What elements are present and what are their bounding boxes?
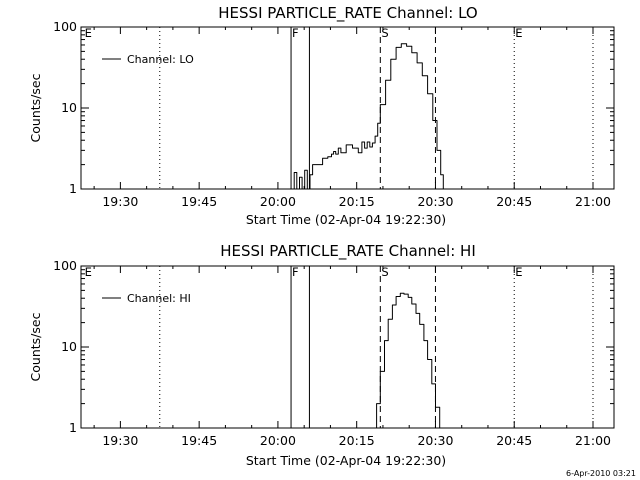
y-tick-label: 100 xyxy=(53,19,77,34)
legend-label: Channel: HI xyxy=(127,292,191,305)
panel-lo: HESSI PARTICLE_RATE Channel: LO E F S E 19:3… xyxy=(28,4,615,227)
plot-content: E F S E 19:30 19:45 20:00 20:15 20:30 20:45 21:00 1… xyxy=(53,19,614,209)
y-tick-label: 100 xyxy=(53,258,77,273)
plot-content: E F S E 19:30 19:45 20:00 20:15 20:30 20:45 21:00 1… xyxy=(53,258,614,448)
x-tick-label: 21:00 xyxy=(575,194,611,209)
plot-frame xyxy=(80,26,615,190)
x-tick-label: 20:45 xyxy=(496,433,532,448)
x-tick-label: 20:30 xyxy=(417,194,453,209)
chart-title: HESSI PARTICLE_RATE Channel: HI xyxy=(220,242,476,261)
chart-title: HESSI PARTICLE_RATE Channel: LO xyxy=(218,4,477,23)
y-axis-label: Counts/sec xyxy=(28,73,43,142)
x-tick-label: 19:30 xyxy=(102,433,138,448)
legend-label: Channel: LO xyxy=(127,53,194,66)
x-axis-label: Start Time (02-Apr-04 19:22:30) xyxy=(246,453,446,468)
series-line xyxy=(373,292,441,429)
marker-label: E xyxy=(515,26,522,40)
x-tick-label: 21:00 xyxy=(575,433,611,448)
x-tick-label: 19:45 xyxy=(181,433,217,448)
marker-label: S xyxy=(381,26,388,40)
marker-label: E xyxy=(85,265,92,279)
timestamp: 6-Apr-2010 03:21 xyxy=(566,469,636,478)
panel-hi: HESSI PARTICLE_RATE Channel: HI E F S E 19:3… xyxy=(28,242,615,468)
marker-label: F xyxy=(292,26,299,40)
marker-label: S xyxy=(381,265,388,279)
x-axis-label: Start Time (02-Apr-04 19:22:30) xyxy=(246,212,446,227)
x-tick-label: 19:30 xyxy=(102,194,138,209)
y-tick-label: 1 xyxy=(69,181,77,196)
marker-label: E xyxy=(85,26,92,40)
x-tick-label: 20:15 xyxy=(339,194,375,209)
y-axis-label: Counts/sec xyxy=(28,312,43,381)
marker-label: E xyxy=(515,265,522,279)
y-tick-label: 10 xyxy=(61,339,77,354)
x-tick-label: 19:45 xyxy=(181,194,217,209)
x-tick-label: 20:00 xyxy=(260,433,296,448)
x-tick-label: 20:00 xyxy=(260,194,296,209)
series-line xyxy=(291,43,444,190)
y-tick-label: 1 xyxy=(69,420,77,435)
marker-label: F xyxy=(292,265,299,279)
y-tick-label: 10 xyxy=(61,100,77,115)
x-tick-label: 20:45 xyxy=(496,194,532,209)
x-tick-label: 20:30 xyxy=(417,433,453,448)
plot-frame xyxy=(80,265,615,429)
x-tick-label: 20:15 xyxy=(339,433,375,448)
